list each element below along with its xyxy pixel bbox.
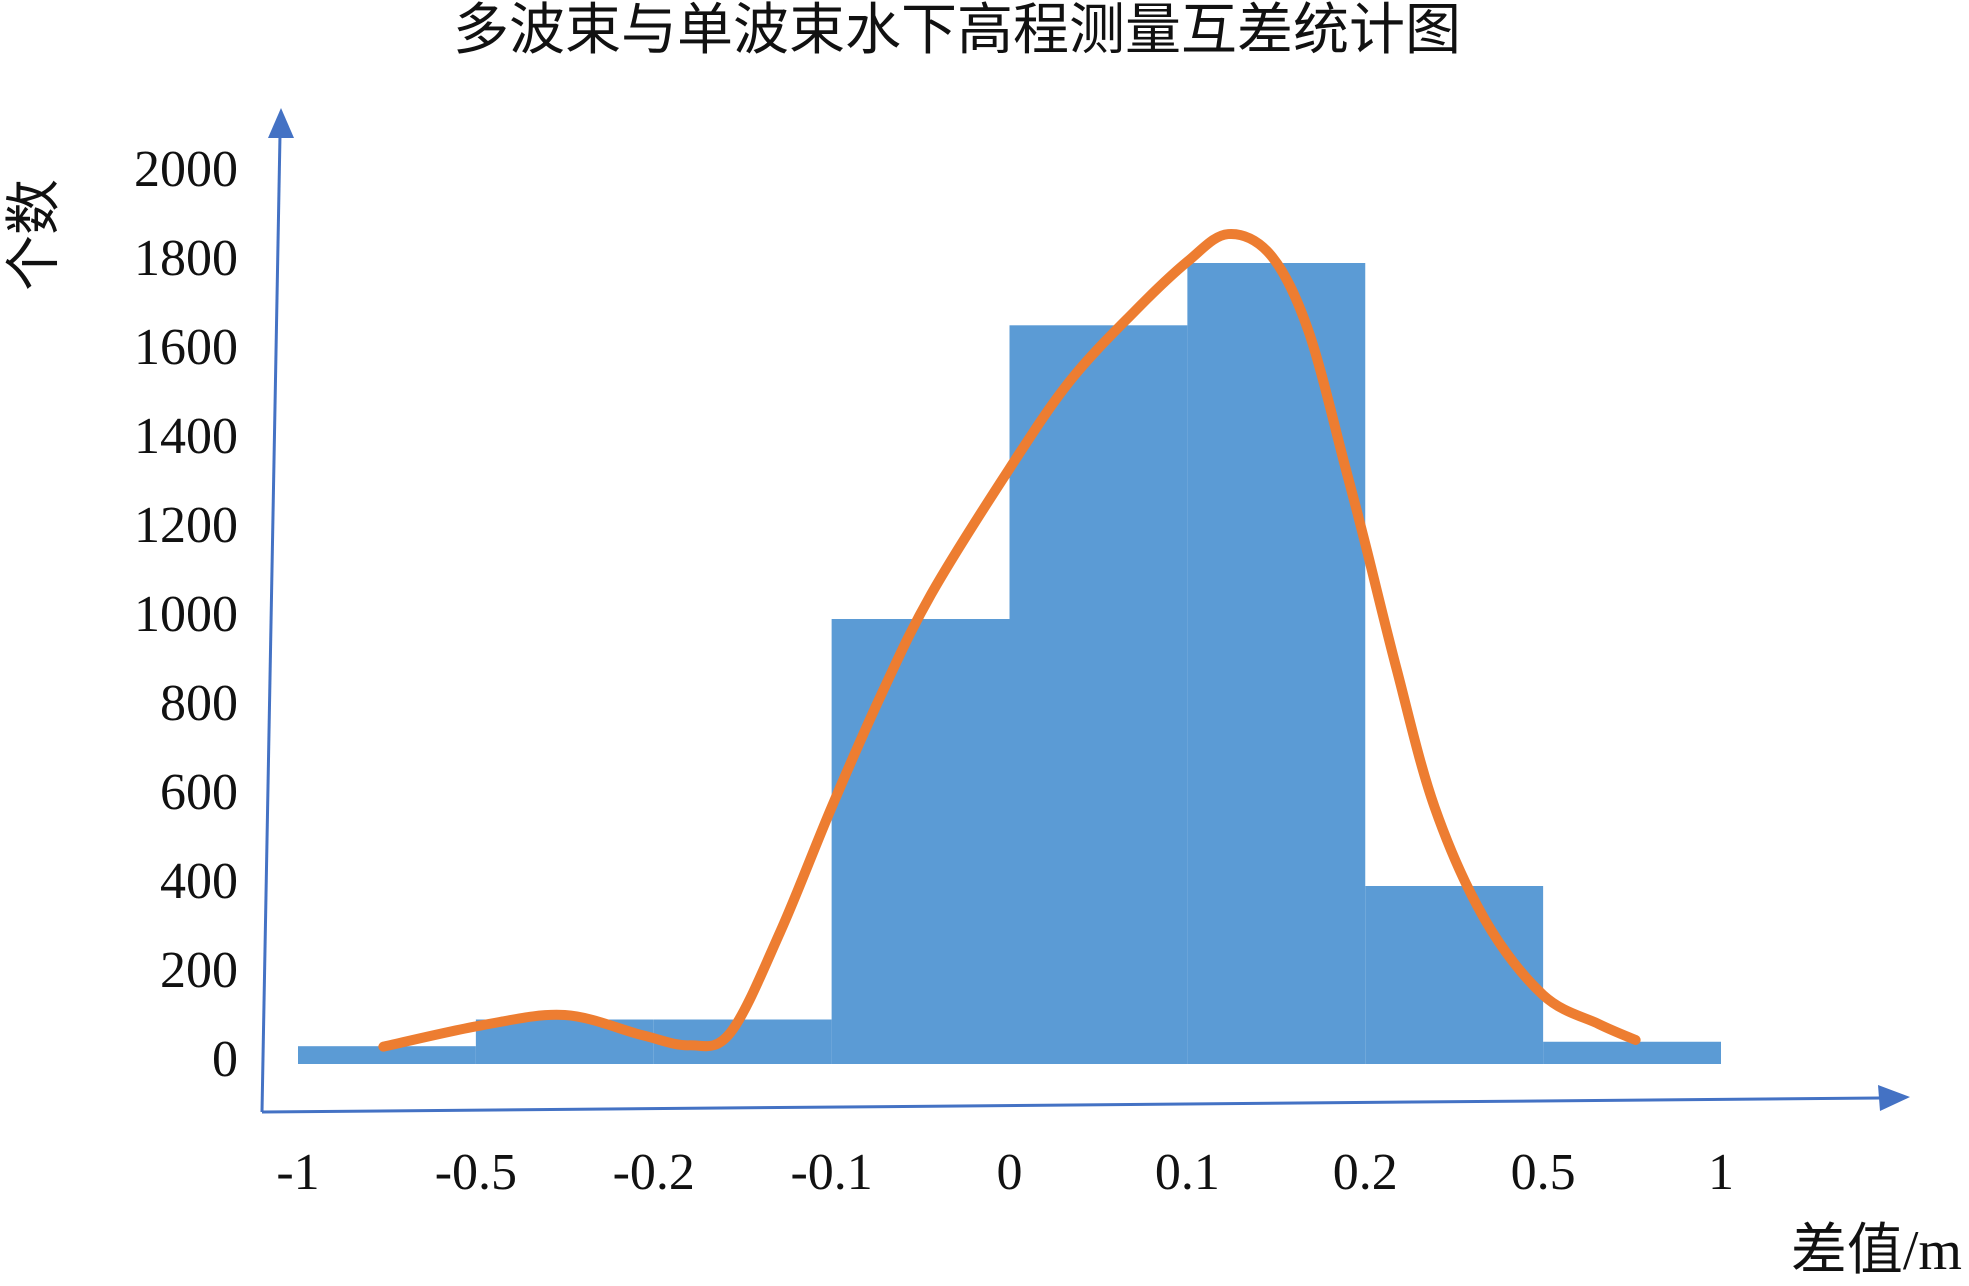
- y-tick-label: 800: [160, 675, 238, 732]
- x-tick-label: 0.1: [1155, 1144, 1220, 1201]
- x-axis-arrow: [1878, 1085, 1910, 1111]
- y-axis: [260, 134, 282, 1113]
- x-axis: [261, 1096, 1881, 1114]
- y-tick-label: 0: [212, 1031, 238, 1088]
- x-tick-label: -0.2: [613, 1144, 695, 1201]
- x-tick-label: -1: [276, 1144, 319, 1201]
- y-axis-arrow: [268, 108, 294, 138]
- y-tick-label: 400: [160, 853, 238, 910]
- fit-curve: [378, 229, 1641, 1052]
- bar: [298, 1046, 476, 1064]
- bar: [831, 619, 1010, 1064]
- x-tick-label: -0.5: [435, 1144, 517, 1201]
- x-tick-label: 0.5: [1511, 1144, 1576, 1201]
- x-tick-label: 1: [1708, 1144, 1734, 1201]
- y-tick-label: 1800: [134, 230, 238, 287]
- x-tick-label: -0.1: [790, 1144, 872, 1201]
- y-tick-label: 1200: [134, 497, 238, 554]
- y-tick-label: 1600: [134, 319, 238, 376]
- y-tick-label: 1400: [134, 408, 238, 465]
- bar: [1187, 263, 1366, 1064]
- bar: [1543, 1041, 1721, 1064]
- y-tick-label: 1000: [134, 586, 238, 643]
- y-tick-label: 600: [160, 764, 238, 821]
- y-axis-label: 个数: [4, 179, 66, 291]
- chart-title: 多波束与单波束水下高程测量互差统计图: [453, 0, 1461, 62]
- y-tick-label: 200: [160, 942, 238, 999]
- x-tick-label: 0.2: [1333, 1144, 1398, 1201]
- bar: [1009, 325, 1188, 1064]
- x-axis-label: 差值/m: [1791, 1220, 1962, 1282]
- x-tick-label: 0: [997, 1144, 1023, 1201]
- bar: [1365, 886, 1544, 1064]
- y-tick-label: 2000: [134, 141, 238, 198]
